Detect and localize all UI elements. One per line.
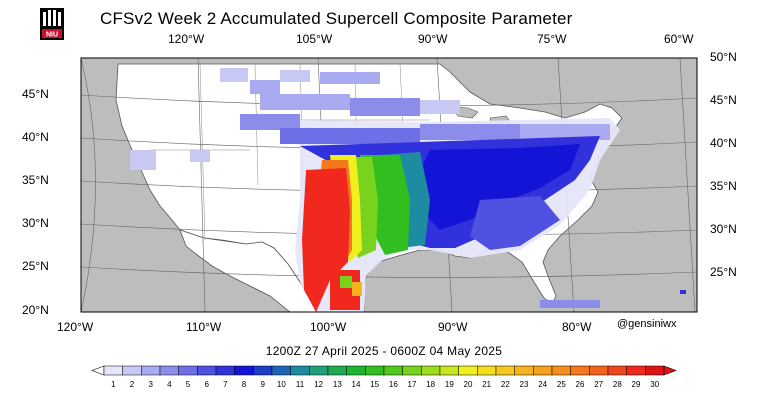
bottom-lon-label: 100°W bbox=[310, 320, 347, 334]
left-lat-label: 35°N bbox=[22, 173, 49, 187]
colorbar-tick-label: 15 bbox=[370, 380, 379, 389]
colorbar-swatch bbox=[626, 365, 646, 376]
colorbar-tick-label: 27 bbox=[594, 380, 603, 389]
colorbar-swatch bbox=[458, 365, 478, 376]
colorbar-swatch bbox=[103, 365, 123, 376]
colorbar-swatch bbox=[533, 365, 553, 376]
colorbar-swatch bbox=[402, 365, 422, 376]
niu-logo-icon: NIU bbox=[40, 8, 64, 40]
colorbar-tick-label: 1 bbox=[111, 380, 116, 389]
left-lat-label: 20°N bbox=[22, 303, 49, 317]
colorbar-swatch bbox=[421, 365, 441, 376]
colorbar-tick-label: 13 bbox=[333, 380, 342, 389]
colorbar-tick-label: 8 bbox=[242, 380, 247, 389]
colorbar-tick-label: 7 bbox=[223, 380, 228, 389]
top-lon-label: 90°W bbox=[418, 32, 448, 46]
colorbar-tick-label: 11 bbox=[296, 380, 305, 389]
colorbar-swatch bbox=[253, 365, 273, 376]
right-lat-label: 50°N bbox=[710, 50, 737, 64]
colorbar-swatch bbox=[514, 365, 534, 376]
bottom-lon-label: 120°W bbox=[57, 320, 94, 334]
scp-field bbox=[130, 68, 686, 312]
left-lat-label: 40°N bbox=[22, 130, 49, 144]
colorbar-tick-label: 21 bbox=[482, 380, 491, 389]
left-lat-label: 45°N bbox=[22, 87, 49, 101]
colorbar-swatch bbox=[271, 365, 291, 376]
colorbar-tick-label: 16 bbox=[389, 380, 398, 389]
right-lat-label: 35°N bbox=[710, 179, 737, 193]
credit-text: @gensiniwx bbox=[617, 318, 677, 330]
colorbar-swatch bbox=[327, 365, 347, 376]
colorbar-tick-label: 28 bbox=[613, 380, 622, 389]
colorbar-max-cap bbox=[663, 365, 677, 376]
bottom-lon-label: 90°W bbox=[438, 320, 468, 334]
colorbar-tick-label: 10 bbox=[277, 380, 286, 389]
colorbar-tick-label: 14 bbox=[352, 380, 361, 389]
right-lat-label: 25°N bbox=[710, 265, 737, 279]
bottom-lon-label: 80°W bbox=[562, 320, 592, 334]
colorbar-swatch bbox=[234, 365, 254, 376]
colorbar-tick-label: 25 bbox=[557, 380, 566, 389]
colorbar-swatch bbox=[141, 365, 161, 376]
valid-period: 1200Z 27 April 2025 - 0600Z 04 May 2025 bbox=[265, 344, 503, 358]
colorbar-tick-label: 26 bbox=[576, 380, 585, 389]
right-lat-label: 30°N bbox=[710, 222, 737, 236]
colorbar-tick-label: 4 bbox=[167, 380, 172, 389]
top-lon-label: 105°W bbox=[296, 32, 333, 46]
colorbar-swatch bbox=[551, 365, 571, 376]
left-lat-label: 25°N bbox=[22, 259, 49, 273]
colorbar-tick-label: 22 bbox=[501, 380, 510, 389]
colorbar-tick-label: 9 bbox=[260, 380, 265, 389]
colorbar-tick-label: 5 bbox=[186, 380, 191, 389]
colorbar-swatch bbox=[495, 365, 515, 376]
top-lon-label: 60°W bbox=[664, 32, 694, 46]
colorbar-swatch bbox=[645, 365, 665, 376]
colorbar-tick-label: 6 bbox=[204, 380, 209, 389]
colorbar-swatch bbox=[309, 365, 329, 376]
colorbar-swatch bbox=[383, 365, 403, 376]
right-lat-label: 45°N bbox=[710, 93, 737, 107]
map-title: CFSv2 Week 2 Accumulated Supercell Compo… bbox=[100, 9, 573, 28]
colorbar-swatch bbox=[122, 365, 142, 376]
colorbar-tick-label: 12 bbox=[314, 380, 323, 389]
left-lat-label: 30°N bbox=[22, 216, 49, 230]
colorbar-swatch bbox=[607, 365, 627, 376]
mexico-land bbox=[179, 229, 317, 312]
colorbar-tick-label: 3 bbox=[148, 380, 153, 389]
top-lon-label: 120°W bbox=[168, 32, 205, 46]
colorbar-tick-label: 23 bbox=[520, 380, 529, 389]
colorbar-tick-label: 20 bbox=[464, 380, 473, 389]
colorbar-swatch bbox=[439, 365, 459, 376]
colorbar-swatch bbox=[197, 365, 217, 376]
colorbar-tick-label: 18 bbox=[426, 380, 435, 389]
colorbar-min-cap bbox=[91, 365, 105, 376]
colorbar-swatch bbox=[570, 365, 590, 376]
right-lat-label: 40°N bbox=[710, 136, 737, 150]
colorbar-swatch bbox=[159, 365, 179, 376]
colorbar-swatch bbox=[290, 365, 310, 376]
colorbar-swatch bbox=[589, 365, 609, 376]
bottom-lon-label: 110°W bbox=[186, 320, 222, 334]
colorbar-tick-label: 24 bbox=[538, 380, 547, 389]
colorbar-tick-label: 19 bbox=[445, 380, 454, 389]
logo-text: NIU bbox=[46, 32, 58, 39]
colorbar-swatch bbox=[215, 365, 235, 376]
colorbar-tick-label: 30 bbox=[650, 380, 659, 389]
colorbar-swatch bbox=[477, 365, 497, 376]
colorbar-tick-label: 2 bbox=[130, 380, 135, 389]
colorbar-swatch bbox=[365, 365, 385, 376]
colorbar-tick-label: 17 bbox=[408, 380, 417, 389]
colorbar-swatch bbox=[178, 365, 198, 376]
colorbar-tick-label: 29 bbox=[632, 380, 641, 389]
top-lon-label: 75°W bbox=[537, 32, 567, 46]
colorbar-swatch bbox=[346, 365, 366, 376]
